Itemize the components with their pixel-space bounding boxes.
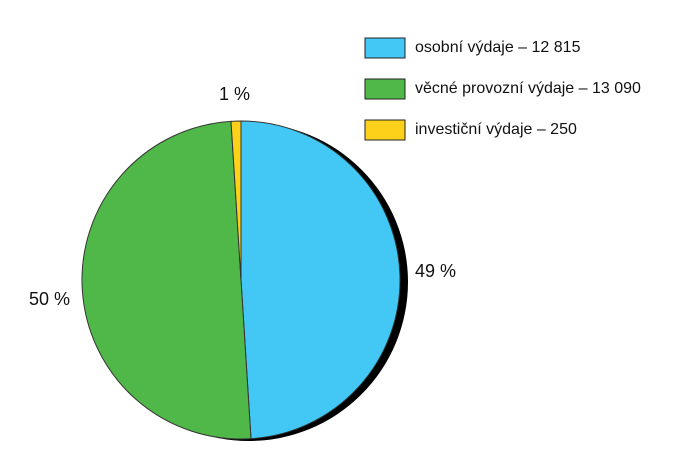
slice-label: 49 % (415, 261, 456, 281)
legend-swatch (364, 78, 406, 100)
legend-label: věcné provozní výdaje – 13 090 (415, 80, 641, 97)
slice-label: 50 % (29, 289, 70, 309)
pie-slice (81, 120, 252, 440)
pie-slice (230, 120, 242, 281)
pie-slice (240, 120, 401, 440)
legend-swatch (364, 119, 406, 141)
legend-label: investiční výdaje – 250 (415, 121, 577, 138)
legend-swatch (364, 37, 406, 59)
slice-label: 1 % (219, 84, 250, 104)
legend-label: osobní výdaje – 12 815 (415, 39, 581, 56)
